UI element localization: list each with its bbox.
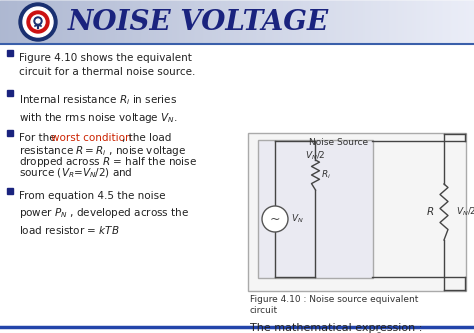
- Text: The mathematical expression :: The mathematical expression :: [250, 323, 422, 333]
- Circle shape: [36, 19, 40, 23]
- Bar: [248, 133, 466, 291]
- Circle shape: [31, 15, 45, 29]
- Text: R: R: [427, 207, 434, 217]
- Text: Internal resistance $R_i$ in series
with the rms noise voltage $V_N$.: Internal resistance $R_i$ in series with…: [19, 93, 178, 125]
- Text: For the: For the: [19, 133, 59, 143]
- Text: $P_N = kTB = \dfrac{(V_N / 2)^2}{R} = \dfrac{V_N^2}{4R}$: $P_N = kTB = \dfrac{(V_N / 2)^2}{R} = \d…: [262, 331, 384, 333]
- Text: NOISE VOLTAGE: NOISE VOLTAGE: [68, 9, 329, 36]
- Bar: [258, 140, 373, 278]
- Text: ~: ~: [270, 212, 280, 225]
- Circle shape: [262, 206, 288, 232]
- Text: $V_N$: $V_N$: [291, 213, 304, 225]
- Text: $R_i$: $R_i$: [321, 169, 331, 181]
- Text: worst condition: worst condition: [51, 133, 132, 143]
- Circle shape: [27, 11, 49, 33]
- Circle shape: [23, 7, 53, 37]
- Text: $V_N/2$: $V_N/2$: [305, 150, 326, 163]
- Text: Figure 4.10 : Noise source equivalent: Figure 4.10 : Noise source equivalent: [250, 295, 419, 304]
- Text: circuit: circuit: [250, 306, 278, 315]
- Circle shape: [19, 3, 57, 41]
- Text: From equation 4.5 the noise
power $P_N$ , developed across the
load resistor = $: From equation 4.5 the noise power $P_N$ …: [19, 191, 189, 236]
- Circle shape: [34, 17, 42, 25]
- Text: dropped across $R$ = half the noise: dropped across $R$ = half the noise: [19, 155, 197, 169]
- Text: resistance $R = R_i$ , noise voltage: resistance $R = R_i$ , noise voltage: [19, 144, 186, 158]
- Text: Noise Source: Noise Source: [309, 138, 368, 147]
- Text: , the load: , the load: [122, 133, 172, 143]
- Text: Figure 4.10 shows the equivalent
circuit for a thermal noise source.: Figure 4.10 shows the equivalent circuit…: [19, 53, 195, 77]
- Text: source ($V_R$=$V_N$/2) and: source ($V_R$=$V_N$/2) and: [19, 166, 133, 179]
- Text: $V_N/2$: $V_N/2$: [456, 206, 474, 218]
